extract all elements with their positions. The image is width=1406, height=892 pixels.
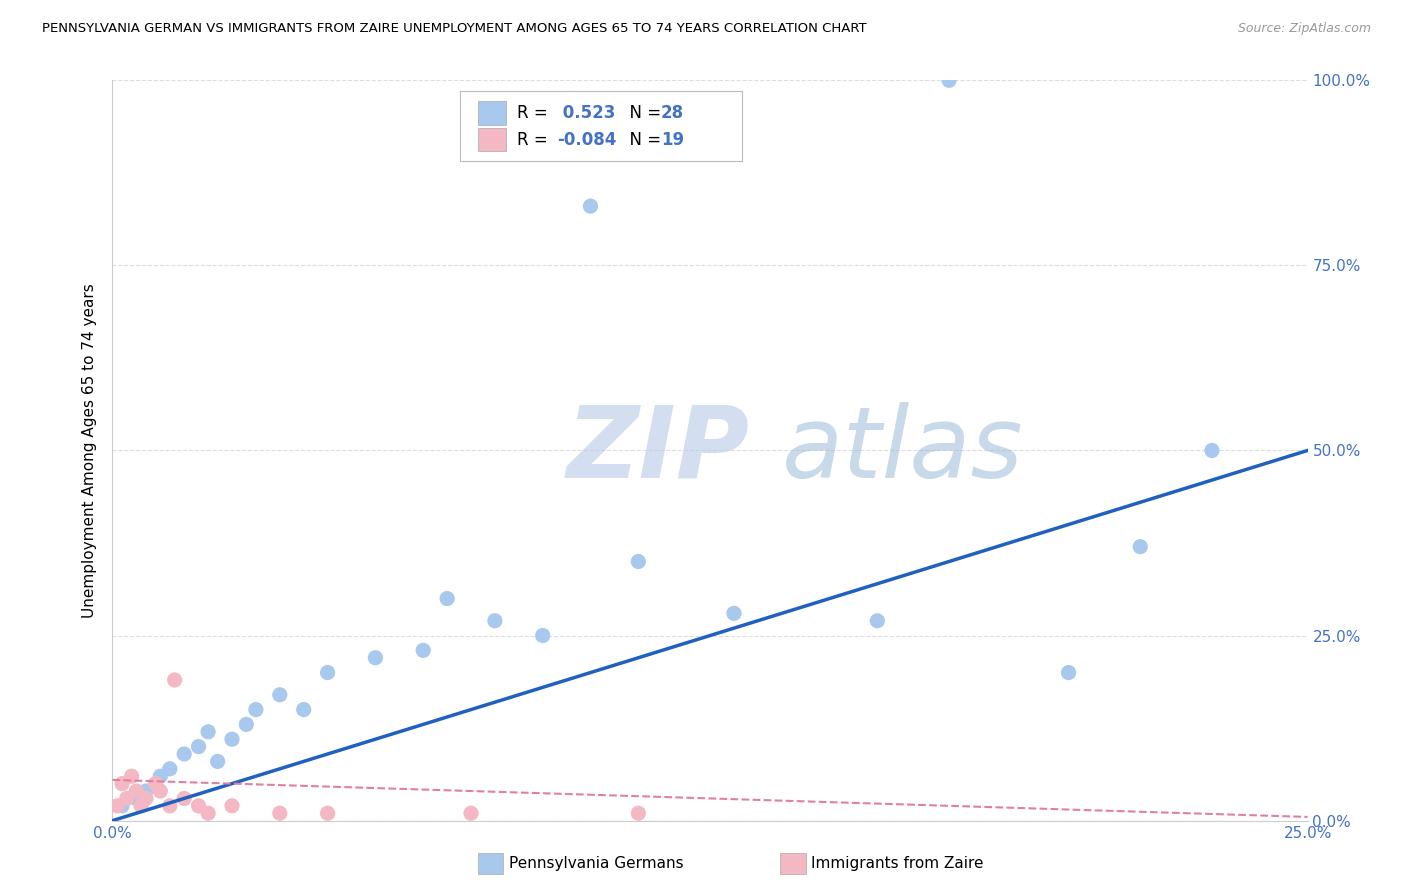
Point	[1057, 665, 1080, 680]
Point	[149, 784, 172, 798]
Point	[364, 650, 387, 665]
Point	[135, 791, 157, 805]
Text: 28: 28	[661, 104, 683, 122]
Point	[269, 806, 291, 821]
Point	[145, 776, 167, 791]
Text: PENNSYLVANIA GERMAN VS IMMIGRANTS FROM ZAIRE UNEMPLOYMENT AMONG AGES 65 TO 74 YE: PENNSYLVANIA GERMAN VS IMMIGRANTS FROM Z…	[42, 22, 868, 36]
Point	[235, 717, 257, 731]
Point	[207, 755, 229, 769]
Text: N =: N =	[619, 131, 666, 149]
Text: atlas: atlas	[782, 402, 1024, 499]
Point	[173, 791, 195, 805]
Point	[316, 806, 339, 821]
Y-axis label: Unemployment Among Ages 65 to 74 years: Unemployment Among Ages 65 to 74 years	[82, 283, 97, 618]
Text: 19: 19	[661, 131, 683, 149]
Point	[159, 762, 181, 776]
Point	[316, 665, 339, 680]
Point	[292, 703, 315, 717]
Text: 0.523: 0.523	[557, 104, 616, 122]
Point	[221, 798, 243, 813]
Point	[197, 724, 219, 739]
Point	[163, 673, 186, 687]
Point	[159, 798, 181, 813]
Text: N =: N =	[619, 104, 666, 122]
Text: R =: R =	[517, 104, 554, 122]
Point	[723, 607, 745, 621]
Text: ZIP: ZIP	[567, 402, 749, 499]
Point	[129, 798, 152, 813]
Point	[436, 591, 458, 606]
Point	[938, 73, 960, 87]
Point	[173, 747, 195, 761]
Point	[111, 798, 134, 813]
Point	[412, 643, 434, 657]
Point	[149, 769, 172, 783]
Point	[627, 806, 650, 821]
Point	[1201, 443, 1223, 458]
Point	[221, 732, 243, 747]
Point	[460, 806, 482, 821]
Point	[121, 769, 143, 783]
Point	[187, 798, 209, 813]
Point	[125, 791, 148, 805]
Text: Immigrants from Zaire: Immigrants from Zaire	[811, 856, 984, 871]
Text: Source: ZipAtlas.com: Source: ZipAtlas.com	[1237, 22, 1371, 36]
Text: -0.084: -0.084	[557, 131, 616, 149]
Point	[245, 703, 267, 717]
Point	[115, 791, 138, 805]
Text: R =: R =	[517, 131, 554, 149]
Point	[135, 784, 157, 798]
Point	[484, 614, 506, 628]
Point	[531, 628, 554, 642]
Point	[187, 739, 209, 754]
Point	[579, 199, 602, 213]
Point	[111, 776, 134, 791]
Point	[866, 614, 889, 628]
Point	[627, 555, 650, 569]
Point	[105, 798, 128, 813]
Point	[1129, 540, 1152, 554]
Point	[269, 688, 291, 702]
Text: Pennsylvania Germans: Pennsylvania Germans	[509, 856, 683, 871]
Point	[125, 784, 148, 798]
Point	[197, 806, 219, 821]
